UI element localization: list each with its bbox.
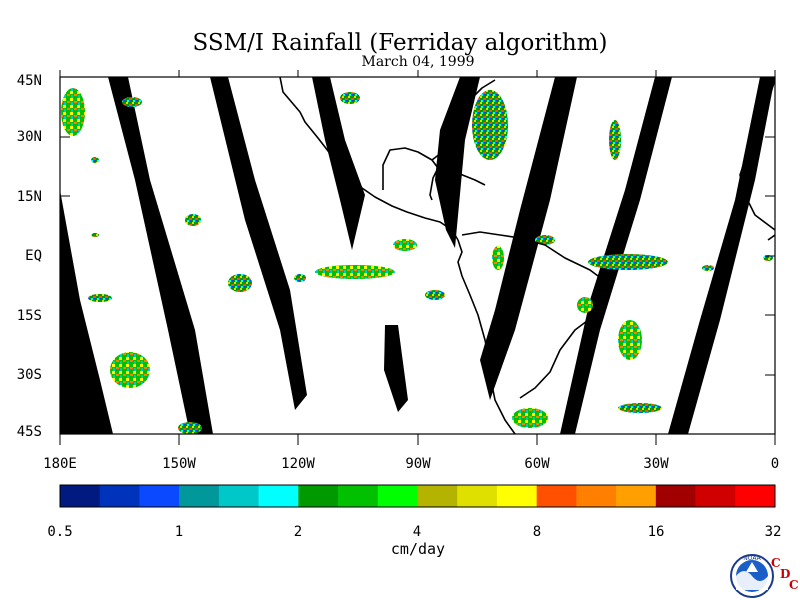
rain-patch — [512, 408, 548, 428]
colorbar-cell — [139, 485, 180, 507]
rain-patch — [472, 90, 508, 160]
colorbar-cell — [496, 485, 537, 507]
rain-patch — [618, 320, 642, 360]
colorbar-tick-label: 2 — [293, 524, 303, 540]
coast-africa-gulf — [767, 234, 775, 241]
colorbar-cell — [695, 485, 736, 507]
colorbar-border — [59, 484, 776, 508]
colorbar-cell — [60, 485, 101, 507]
lon-label: 90W — [405, 456, 431, 472]
colorbar-cell — [298, 485, 339, 507]
rainfall-patches — [61, 88, 773, 434]
colorbar-cell — [258, 485, 299, 507]
logo-ring-text: NOAA — [743, 555, 761, 562]
lon-label: 150W — [162, 456, 196, 472]
rain-patch — [609, 120, 621, 160]
colorbar-tick-label: 8 — [532, 524, 542, 540]
rain-patch — [122, 97, 142, 107]
map-title: SSM/I Rainfall (Ferriday algorithm) — [192, 30, 608, 56]
lon-label: 180E — [43, 456, 77, 472]
lat-label: 30N — [16, 129, 42, 145]
lat-label: 15N — [16, 189, 42, 205]
lat-label: 30S — [16, 367, 42, 383]
colorbar-tick-label: 0.5 — [47, 524, 73, 540]
swath-1 — [60, 190, 113, 434]
rain-patch — [178, 422, 202, 434]
lat-label: 45N — [16, 73, 42, 89]
rain-patch — [492, 246, 504, 270]
colorbar — [60, 485, 776, 507]
map-date: March 04, 1999 — [361, 54, 475, 70]
cdc-letter: C — [789, 578, 799, 592]
swath-6 — [435, 77, 480, 248]
colorbar-cell — [735, 485, 776, 507]
colorbar-tick-label: 1 — [174, 524, 184, 540]
lat-label: 45S — [16, 424, 42, 440]
rain-patch — [228, 274, 252, 292]
swath-2 — [108, 77, 213, 434]
cdc-letter: C — [771, 556, 781, 570]
coast-north-america — [279, 77, 459, 241]
rain-patch — [315, 265, 395, 279]
rain-patch — [588, 254, 668, 270]
rain-patch — [91, 233, 99, 237]
map-border — [59, 76, 776, 435]
rain-patch — [185, 214, 201, 226]
rain-patch — [110, 352, 150, 388]
colorbar-cell — [218, 485, 259, 507]
coast-east — [431, 79, 496, 161]
rain-patch — [618, 403, 662, 413]
colorbar-cell — [377, 485, 418, 507]
rain-patch — [393, 239, 417, 251]
colorbar-cell — [536, 485, 577, 507]
coastlines — [279, 77, 775, 434]
lon-label: 30W — [643, 456, 669, 472]
rain-patch — [425, 290, 445, 300]
coast-gulf — [382, 147, 439, 201]
rain-patch — [88, 294, 112, 302]
rain-patch — [535, 235, 555, 245]
colorbar-tick-label: 16 — [647, 524, 665, 540]
rain-patch — [702, 265, 714, 271]
swath-9 — [668, 77, 775, 434]
coast-south-america-west — [457, 239, 516, 434]
colorbar-cell — [338, 485, 379, 507]
lon-label: 0 — [770, 456, 780, 472]
colorbar-cell — [99, 485, 140, 507]
rain-patch — [91, 157, 99, 163]
lat-label: 15S — [16, 308, 42, 324]
colorbar-cell — [417, 485, 458, 507]
coast-south-america-east — [461, 231, 611, 399]
swath-7 — [480, 77, 577, 400]
coast-africa — [739, 79, 775, 231]
colorbar-cell — [179, 485, 220, 507]
colorbar-tick-label: 4 — [412, 524, 422, 540]
colorbar-tick-label: 32 — [764, 524, 782, 540]
lat-label: EQ — [25, 248, 42, 264]
colorbar-cell — [576, 485, 617, 507]
rain-patch — [340, 92, 360, 104]
colorbar-cell — [457, 485, 498, 507]
swath-5 — [384, 325, 408, 412]
lon-label: 60W — [524, 456, 550, 472]
cdc-letter: D — [780, 567, 791, 581]
rain-patch — [61, 88, 85, 136]
rain-patch — [577, 297, 593, 313]
swath-3 — [210, 77, 307, 410]
colorbar-cell — [616, 485, 657, 507]
noaa-logo: NOAA — [730, 554, 774, 598]
coast-cuba — [439, 171, 486, 186]
rain-patch — [294, 274, 306, 282]
colorbar-unit: cm/day — [390, 540, 446, 558]
lon-label: 120W — [281, 456, 315, 472]
colorbar-cell — [655, 485, 696, 507]
